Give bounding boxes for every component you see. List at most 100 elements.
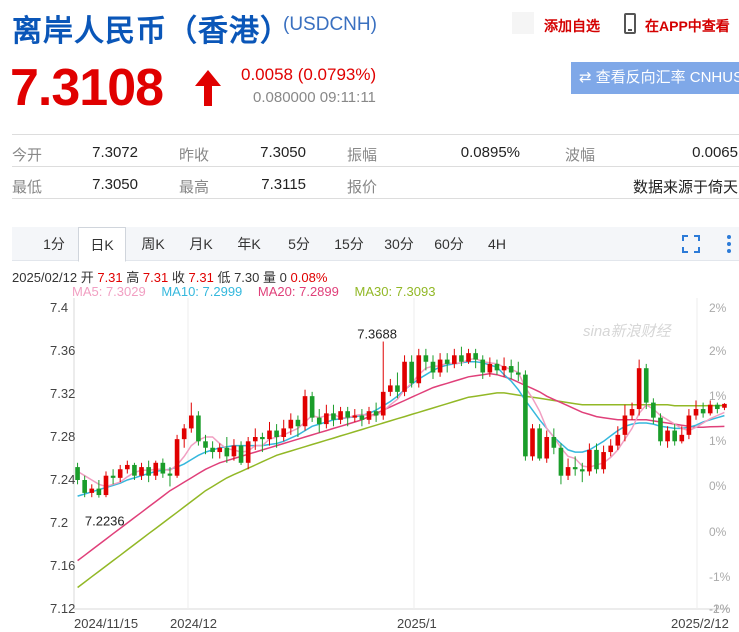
header-spacer	[512, 12, 534, 34]
candle-body	[430, 361, 436, 373]
bar-info: 2025/02/12 开 7.31 高 7.31 收 7.31 低 7.30 量…	[12, 267, 327, 286]
candle-body	[693, 409, 699, 416]
candle-body	[167, 473, 173, 476]
more-vertical-icon[interactable]	[726, 234, 732, 254]
pct-tick-label: 0%	[709, 479, 727, 493]
candle-body	[309, 396, 315, 418]
ma30-legend: MA30: 7.3093	[354, 284, 436, 299]
ma10-legend: MA10: 7.2999	[161, 284, 243, 299]
candle-body	[508, 366, 514, 373]
candle-body	[181, 428, 187, 440]
candle-body	[601, 452, 606, 470]
mobile-phone-icon[interactable]	[624, 13, 636, 34]
candle-body	[594, 449, 599, 470]
candle-body	[487, 363, 493, 373]
candle-body	[331, 413, 336, 420]
candle-body	[423, 355, 429, 362]
pct-tick-label: 1%	[709, 389, 727, 403]
candle-body	[629, 409, 635, 416]
kline-chart[interactable]: 7.4 7.36 7.32 7.28 7.24 7.2 7.16 7.12 2% 2% 1% 1% 0%…	[0, 298, 739, 632]
candle-body	[366, 411, 372, 420]
candle-body	[210, 447, 215, 453]
candle-body	[665, 430, 670, 442]
candle-body	[715, 404, 720, 410]
prev-close-value: 7.3050	[260, 144, 306, 161]
candle-body	[324, 413, 329, 425]
quote-time: 0.080000 09:11:11	[253, 89, 376, 106]
candle-body	[373, 411, 379, 416]
add-favorite-link[interactable]: 添加自选	[544, 18, 600, 34]
candle-body	[416, 355, 422, 384]
bar-low: 7.30	[234, 270, 260, 285]
price-change: 0.0058 (0.0793%)	[241, 65, 377, 84]
candle-body	[203, 441, 208, 448]
max-annotation: 7.3688	[357, 327, 397, 342]
bar-open-label: 开	[80, 270, 94, 285]
candle-body	[686, 415, 692, 435]
ma5-legend: MA5: 7.3029	[72, 284, 146, 299]
candle-body	[160, 462, 166, 474]
ma20-legend: MA20: 7.2899	[257, 284, 339, 299]
candle-body	[480, 359, 486, 373]
tab-5min[interactable]: 5分	[288, 236, 310, 252]
tab-60min[interactable]: 60分	[434, 236, 464, 252]
bar-pct: 0.08%	[290, 270, 328, 285]
candle-body	[579, 469, 585, 472]
candle-body	[288, 419, 294, 429]
candle-body	[452, 355, 457, 364]
amplitude-label: 振幅	[347, 147, 378, 164]
candle-body	[444, 359, 450, 364]
candle-body	[352, 415, 358, 418]
candle-body	[473, 353, 478, 360]
tab-yearly-k[interactable]: 年K	[237, 236, 261, 252]
candle-body	[494, 363, 500, 371]
ma5-line	[77, 357, 725, 488]
candle-body	[622, 415, 628, 435]
tab-monthly-k[interactable]: 月K	[189, 236, 213, 252]
x-tick-label: 2024/12	[170, 616, 217, 631]
tab-daily-k[interactable]: 日K	[78, 227, 126, 262]
candle-body	[380, 391, 386, 416]
candle-body	[409, 361, 414, 384]
candle-body	[651, 402, 656, 418]
candle-body	[515, 372, 521, 375]
candle-body	[267, 430, 272, 440]
candle-body	[274, 430, 279, 437]
bar-high: 7.31	[142, 270, 169, 285]
candle-body	[530, 428, 535, 457]
candle-body	[707, 404, 713, 414]
tab-4h[interactable]: 4H	[488, 236, 506, 252]
pct-tick-label: 2%	[709, 344, 727, 358]
quote-stats-table: 今开 7.3072 昨收 7.3050 振幅 0.0895% 波幅 0.0065…	[12, 134, 739, 199]
tab-30min[interactable]: 30分	[384, 236, 414, 252]
tab-1min[interactable]: 1分	[43, 236, 65, 252]
bar-close-label: 收	[171, 270, 185, 285]
y-tick-label: 7.28	[50, 429, 75, 444]
bar-open: 7.31	[97, 270, 123, 285]
candle-body	[146, 467, 151, 476]
bar-volume-label: 量	[263, 270, 277, 285]
tab-weekly-k[interactable]: 周K	[141, 236, 165, 252]
reverse-rate-button[interactable]: ⇄ 查看反向汇率 CNHUSD	[571, 62, 739, 94]
tab-15min[interactable]: 15分	[334, 236, 364, 252]
bar-volume: 0	[279, 270, 287, 285]
bar-date: 2025/02/12	[12, 270, 78, 285]
candle-body	[252, 437, 258, 442]
data-source: 数据来源于倚天	[632, 179, 738, 196]
candle-body	[96, 488, 102, 496]
candle-body	[174, 439, 180, 476]
pct-tick-label: 0%	[709, 525, 727, 539]
period-tabs: 1分 日K 周K 月K 年K 5分 15分 30分 60分 4H	[12, 227, 739, 262]
candle-body	[238, 445, 244, 463]
range-value: 0.0065	[692, 144, 738, 161]
candle-body	[217, 447, 223, 453]
pct-tick-label: -1%	[709, 570, 731, 584]
y-tick-label: 7.32	[50, 386, 75, 401]
range-label: 波幅	[565, 147, 596, 164]
candle-body	[466, 353, 471, 362]
candle-body	[572, 467, 578, 470]
candle-body	[316, 417, 322, 425]
fullscreen-icon[interactable]	[682, 235, 700, 253]
candle-body	[523, 374, 528, 457]
view-in-app-link[interactable]: 在APP中查看	[645, 18, 730, 34]
